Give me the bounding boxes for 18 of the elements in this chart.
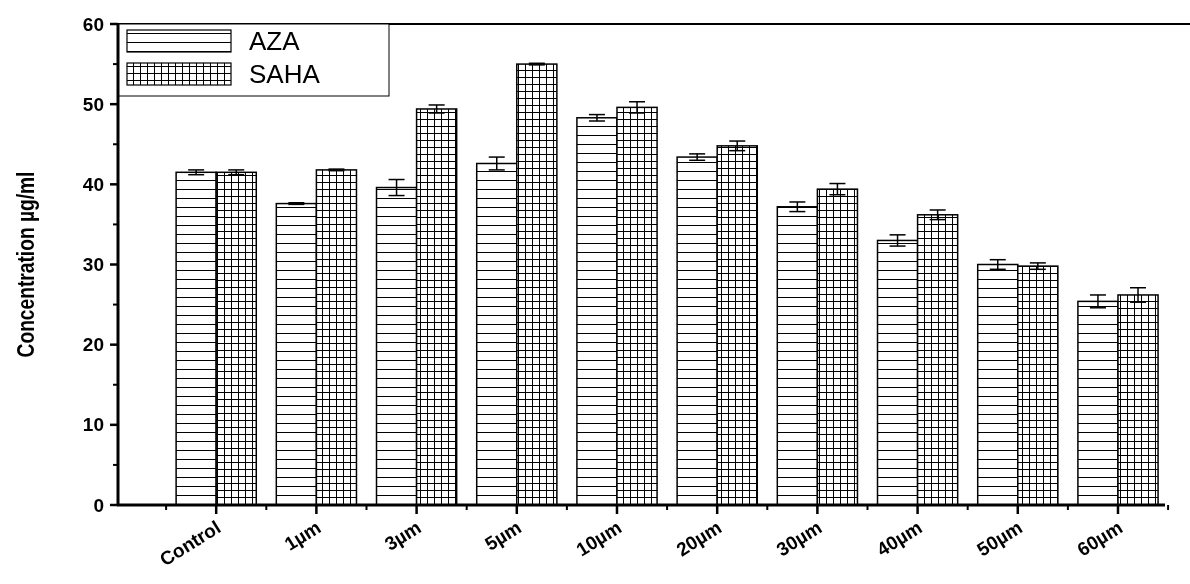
y-tick-label: 20 bbox=[82, 334, 104, 356]
x-tick-label: 5µm bbox=[481, 516, 525, 555]
y-tick-label: 30 bbox=[82, 254, 104, 276]
legend-label: SAHA bbox=[249, 59, 321, 90]
legend-label: AZA bbox=[249, 26, 301, 57]
y-tick-label: 60 bbox=[82, 13, 104, 35]
x-tick-label: 30µm bbox=[772, 516, 826, 561]
y-tick-label: 40 bbox=[82, 173, 104, 195]
y-tick-label: 50 bbox=[82, 93, 104, 115]
x-tick-label: 3µm bbox=[381, 516, 425, 555]
x-tick-label: 50µm bbox=[973, 516, 1026, 561]
y-tick-label: 10 bbox=[82, 414, 104, 436]
x-tick-label: 10µm bbox=[572, 516, 626, 561]
x-tick-label: 1µm bbox=[280, 516, 325, 555]
y-tick-label: 0 bbox=[93, 494, 104, 516]
x-tick-label: 60µm bbox=[1073, 516, 1127, 561]
y-axis-title: Concentration µg/ml bbox=[11, 171, 40, 358]
x-tick-label: 40µm bbox=[873, 516, 926, 561]
